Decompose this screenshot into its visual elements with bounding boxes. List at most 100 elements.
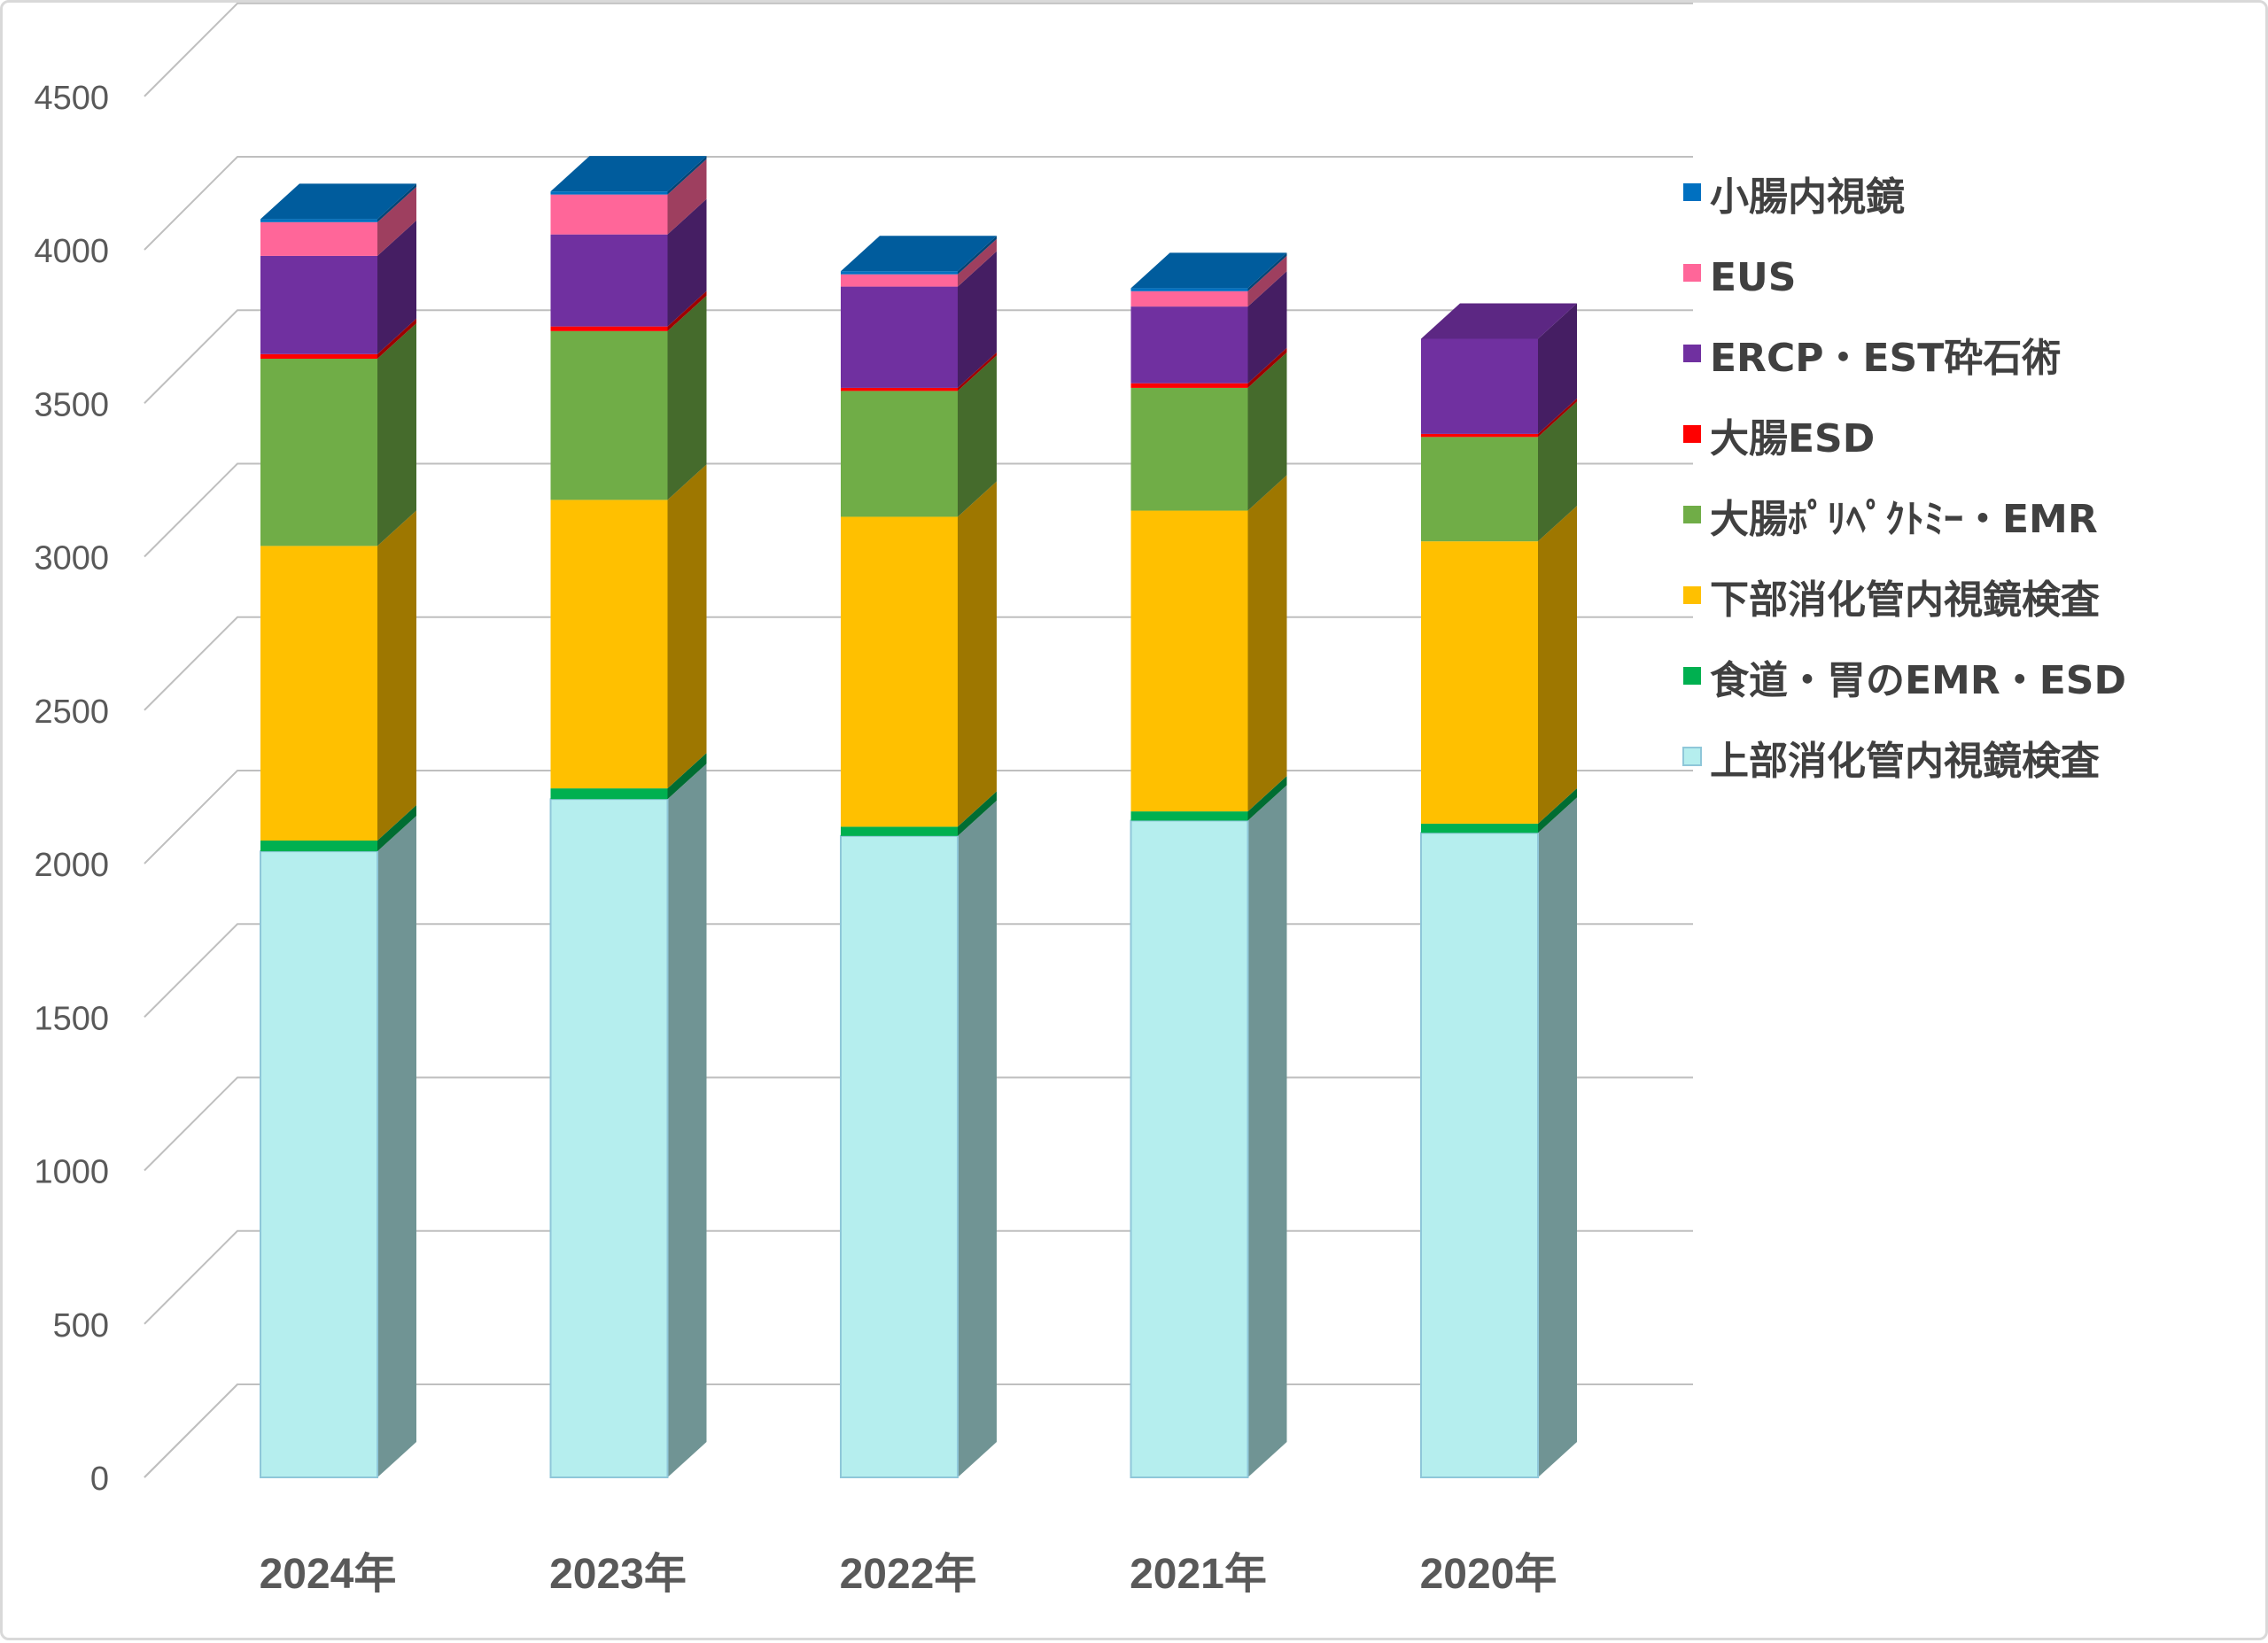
bar-segment: [1130, 252, 1287, 291]
bar-side: [1538, 401, 1577, 542]
legend-item: 食道・胃のEMR・ESD: [1683, 658, 2126, 703]
bar-side: [667, 464, 707, 789]
bar: [840, 834, 959, 1478]
bar: [550, 788, 668, 800]
bar-side: [377, 220, 416, 354]
bar-top: [550, 156, 707, 192]
bar-group: [1420, 303, 1577, 1478]
bar: [1130, 291, 1248, 307]
bar: [260, 219, 377, 222]
bar-segment: [549, 763, 707, 1478]
bar: [260, 359, 377, 546]
bar: [841, 826, 958, 836]
bar-side: [958, 238, 997, 287]
bar-segment: [1130, 776, 1287, 821]
bar-side: [958, 355, 997, 517]
bar-side: [1247, 785, 1287, 1477]
y-axis: 0 500 1000 1500 2000 2500 3000 3500 4000 4500: [34, 80, 109, 1498]
bar-side: [1247, 475, 1287, 812]
bar-side: [667, 291, 707, 331]
x-tick-label: 2021年: [1130, 1551, 1267, 1598]
bar-segment: [550, 198, 707, 327]
bar-side: [667, 156, 707, 195]
bar-group: [549, 156, 707, 1478]
bar-segment: [841, 236, 997, 275]
bar-side: [377, 186, 416, 256]
bar-segment: [841, 481, 997, 827]
x-tick-label: 2024年: [260, 1551, 397, 1598]
x-tick-label: 2020年: [1420, 1551, 1557, 1598]
bar-segment: [1420, 797, 1577, 1478]
legend-label: 大腸ESD: [1710, 416, 1875, 461]
bar: [550, 194, 668, 235]
bar: [841, 391, 958, 517]
bar-side: [1247, 255, 1287, 307]
bar-segment: [260, 323, 416, 546]
bar-top: [260, 183, 416, 220]
gridline: [144, 156, 1693, 251]
bar-side: [377, 816, 416, 1477]
legend-item: 上部消化管内視鏡検査: [1682, 739, 2100, 784]
y-tick-label: 500: [53, 1307, 109, 1345]
gridline: [144, 3, 1693, 97]
legend-item: ERCP・EST砕石術: [1683, 336, 2061, 381]
bar-side: [667, 753, 707, 800]
x-axis: 2024年 2023年 2022年 2021年 2020年: [260, 1551, 1557, 1598]
bar-side: [1247, 271, 1287, 384]
bar-side: [958, 251, 997, 388]
legend-swatch: [1683, 345, 1701, 362]
bar: [1130, 811, 1248, 821]
bar: [1130, 387, 1248, 511]
bar: [841, 286, 958, 388]
bar: [1421, 338, 1538, 434]
legend-label: 食道・胃のEMR・ESD: [1710, 658, 2126, 703]
bar: [260, 841, 377, 852]
bar: [1130, 306, 1248, 384]
bar-segment: [1130, 255, 1287, 307]
bar: [1421, 823, 1538, 833]
y-tick-label: 2500: [34, 694, 109, 731]
bar: [841, 274, 958, 287]
bar: [260, 221, 377, 256]
bar-segment: [260, 318, 416, 360]
bar-side: [667, 198, 707, 327]
bar-segment: [841, 352, 997, 391]
bar-segment: [1421, 398, 1577, 438]
bar-side: [377, 323, 416, 546]
bar-side: [1247, 776, 1287, 821]
y-tick-label: 4500: [34, 80, 109, 117]
bar: [841, 271, 958, 275]
bar-segment: [1421, 506, 1577, 824]
bar: [1421, 437, 1538, 542]
bar-segment: [550, 156, 707, 195]
bar: [550, 191, 668, 195]
bar-segment: [841, 251, 997, 388]
bar: [549, 798, 669, 1478]
bar: [1130, 288, 1248, 291]
bar-segment: [260, 220, 416, 354]
bar-side: [377, 183, 416, 222]
y-tick-label: 1500: [34, 1000, 109, 1037]
legend-swatch: [1683, 183, 1701, 201]
bar-side: [1538, 506, 1577, 824]
bar-segment: [260, 186, 416, 256]
bar: [1421, 541, 1538, 824]
bar-segment: [550, 464, 707, 789]
bar: [260, 353, 377, 360]
bar-segment: [1130, 347, 1287, 388]
legend-swatch: [1682, 747, 1702, 766]
bar-segment: [260, 816, 416, 1478]
bar-side: [377, 318, 416, 360]
bar-side: [1538, 398, 1577, 438]
bar: [1420, 832, 1539, 1478]
bar-segment: [260, 183, 416, 222]
bar-side: [958, 800, 997, 1477]
legend-label: 上部消化管内視鏡検査: [1710, 739, 2100, 784]
bar: [1130, 510, 1248, 812]
legend-label: EUS: [1710, 255, 1796, 300]
bar: [841, 516, 958, 827]
bar: [260, 255, 377, 354]
y-tick-label: 4000: [34, 233, 109, 270]
bar: [550, 500, 668, 789]
bar: [1130, 819, 1249, 1478]
